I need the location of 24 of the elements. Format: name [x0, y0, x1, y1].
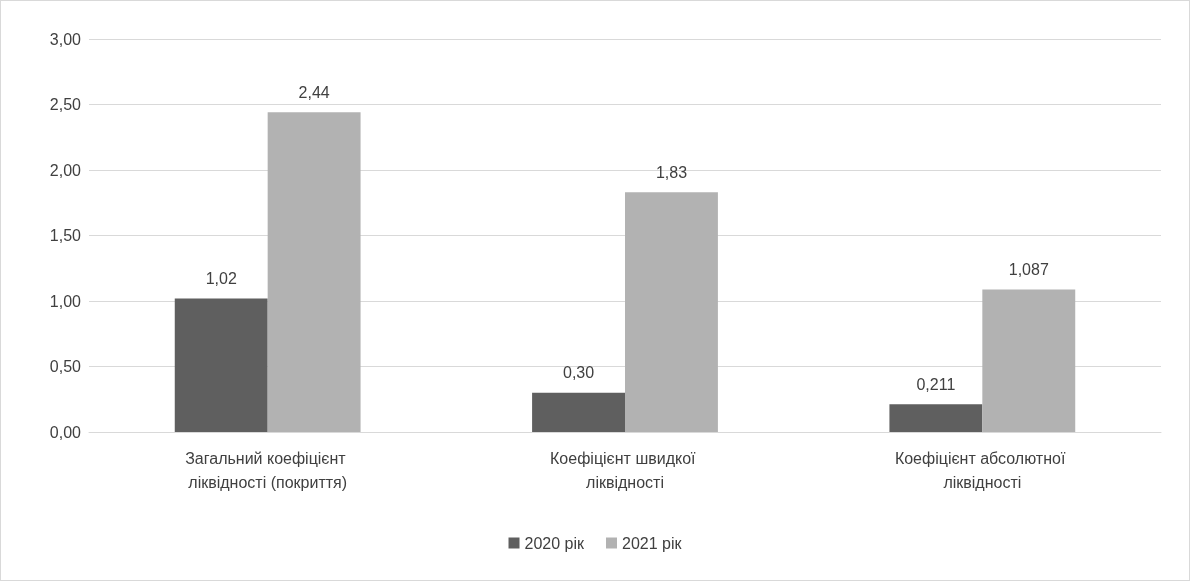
y-tick-label: 2,00	[49, 161, 82, 179]
bar	[625, 192, 718, 432]
x-tick-label: Загальний коефіцієнт ліквідності (покриття)	[185, 449, 351, 491]
y-tick-label: 3,00	[49, 30, 82, 48]
y-tick-label: 1,00	[49, 292, 82, 310]
x-tick-label: Коефіцієнт швидкої ліквідності	[550, 449, 700, 491]
x-tick-label: Коефіцієнт абсолютної ліквідності	[894, 449, 1070, 491]
y-tick-label: 1,50	[49, 227, 82, 244]
data-label: 0,30	[562, 364, 595, 382]
bar	[982, 289, 1076, 432]
data-label: 1,087	[1008, 261, 1049, 279]
legend-label: 2021 рік	[622, 534, 683, 552]
y-tick-label: 2,50	[49, 96, 82, 113]
y-tick-label: 0,00	[49, 423, 82, 441]
data-label: 1,02	[205, 269, 237, 287]
data-label: 0,211	[916, 375, 956, 393]
data-label: 2,44	[298, 83, 330, 101]
legend-label: 2020 рік	[524, 534, 585, 552]
bar	[889, 404, 983, 432]
bar	[532, 392, 625, 432]
bar	[174, 298, 268, 432]
data-label: 1,83	[655, 163, 688, 181]
bar	[267, 112, 361, 432]
y-tick-label: 0,50	[49, 358, 82, 375]
